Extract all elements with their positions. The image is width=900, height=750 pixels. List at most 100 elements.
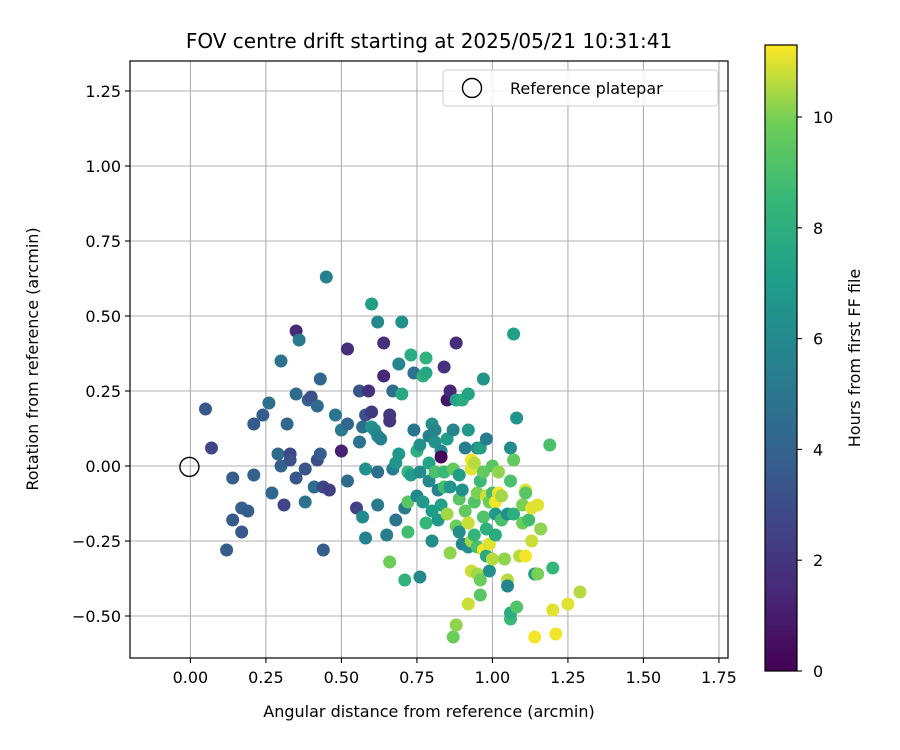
data-point: [199, 402, 212, 416]
data-point: [226, 471, 240, 485]
data-point: [452, 525, 466, 539]
data-point: [510, 411, 524, 425]
data-point: [413, 465, 427, 479]
data-point: [313, 447, 327, 461]
chart-title: FOV centre drift starting at 2025/05/21 …: [186, 29, 672, 53]
data-point: [425, 534, 439, 548]
data-point: [359, 531, 373, 545]
x-axis-label: Angular distance from reference (arcmin): [263, 702, 594, 721]
colorbar-ticks: 0 2 4 6 8 10: [797, 108, 833, 681]
data-point: [416, 495, 430, 509]
reference-platepar-marker: [179, 456, 200, 478]
data-point: [504, 441, 517, 455]
data-point: [310, 399, 324, 413]
data-point: [374, 432, 388, 446]
data-point: [419, 351, 433, 365]
data-point: [341, 342, 354, 356]
data-point: [507, 453, 521, 467]
data-point: [235, 525, 249, 539]
data-point: [292, 333, 306, 347]
data-point: [504, 474, 517, 488]
colorbar-tick-label: 10: [813, 108, 833, 127]
colorbar-tick-label: 4: [813, 440, 823, 459]
data-point: [271, 447, 285, 461]
data-point: [356, 420, 370, 434]
x-tick-label: 0.25: [248, 668, 284, 687]
data-point: [353, 435, 366, 449]
data-point: [522, 513, 536, 527]
data-point: [467, 528, 481, 542]
data-point: [446, 423, 460, 437]
legend-label: Reference platepar: [510, 79, 663, 98]
data-point: [443, 546, 457, 560]
y-tick-label: −0.50: [72, 607, 121, 626]
data-point: [401, 525, 415, 539]
data-point: [461, 387, 475, 401]
y-tick-label: 0.25: [85, 382, 121, 401]
data-point: [307, 480, 321, 494]
y-tick-label: 1.25: [85, 82, 121, 101]
legend-marker-open-circle: [461, 77, 483, 99]
x-axis-ticks: 0.00 0.25 0.50 0.75 1.00 1.25 1.50 1.75: [173, 658, 737, 687]
data-point: [440, 507, 454, 521]
data-point: [262, 396, 276, 410]
y-tick-label: −0.25: [72, 532, 121, 551]
data-point: [395, 387, 409, 401]
data-point: [371, 315, 385, 329]
data-point: [365, 297, 379, 311]
data-point: [519, 549, 533, 563]
data-point: [365, 405, 379, 419]
y-tick-label: 0.00: [85, 457, 121, 476]
data-point: [407, 423, 421, 437]
data-point: [341, 417, 354, 431]
colorbar: [764, 44, 798, 672]
data-point: [283, 453, 297, 467]
legend: Reference platepar: [442, 69, 719, 107]
data-point: [546, 603, 560, 617]
data-point: [413, 438, 427, 452]
y-axis-ticks: −0.50 −0.25 0.00 0.25 0.50 0.75 1.00 1.25: [72, 82, 130, 626]
data-point: [501, 579, 514, 593]
data-point: [226, 513, 240, 527]
data-point: [507, 507, 521, 521]
data-point: [359, 462, 373, 476]
data-point: [476, 372, 490, 386]
data-point: [461, 423, 475, 437]
y-axis-label: Rotation from reference (arcmin): [23, 227, 42, 490]
data-point: [449, 336, 463, 350]
data-point: [485, 552, 499, 566]
data-point: [277, 498, 291, 512]
data-point: [395, 315, 409, 329]
data-point: [452, 468, 466, 482]
data-point: [561, 597, 575, 611]
data-point: [476, 510, 490, 524]
data-point: [455, 483, 469, 497]
data-point: [319, 270, 333, 284]
data-point: [392, 447, 406, 461]
data-point: [371, 498, 385, 512]
x-tick-label: 1.50: [626, 668, 662, 687]
data-point: [458, 504, 472, 518]
y-tick-label: 1.00: [85, 157, 121, 176]
data-point: [371, 465, 385, 479]
data-point: [573, 585, 587, 599]
data-point: [322, 483, 336, 497]
data-point: [398, 573, 412, 587]
x-tick-label: 0.50: [324, 668, 360, 687]
data-point: [413, 570, 427, 584]
colorbar-tick-label: 8: [813, 219, 823, 238]
data-point: [437, 360, 451, 374]
data-point: [389, 513, 403, 527]
data-point: [428, 423, 442, 437]
data-point: [353, 384, 366, 398]
data-point: [549, 627, 563, 641]
data-point: [392, 357, 406, 371]
data-point: [498, 552, 511, 566]
data-point: [220, 543, 234, 557]
y-tick-label: 0.50: [85, 307, 121, 326]
colorbar-tick-label: 6: [813, 330, 823, 349]
data-point: [241, 504, 255, 518]
data-point: [546, 561, 560, 575]
data-point: [377, 369, 391, 383]
